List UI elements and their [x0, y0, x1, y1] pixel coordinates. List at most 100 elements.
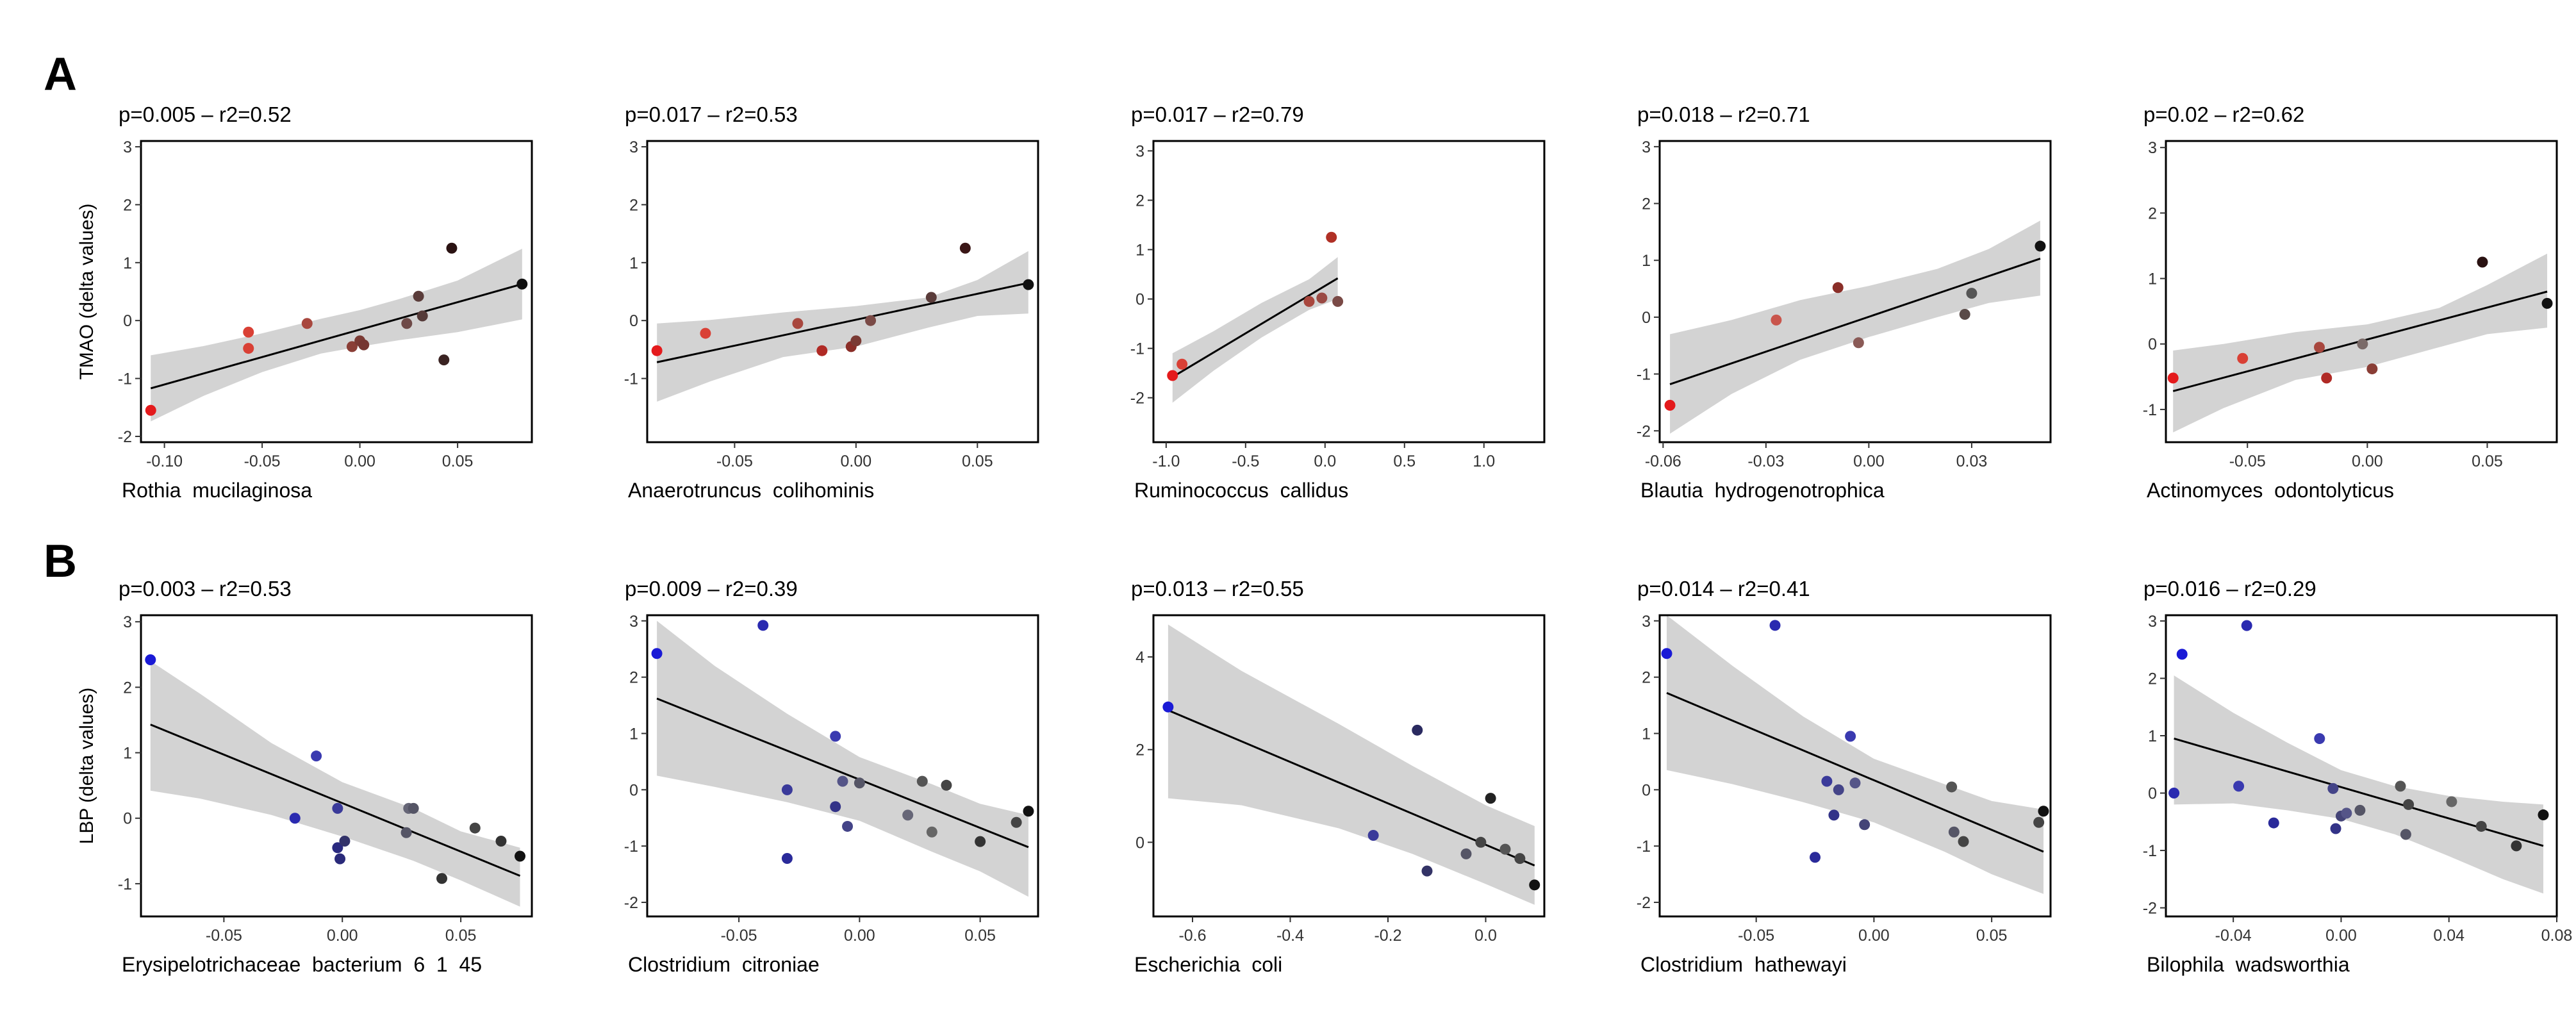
data-point	[1821, 775, 1833, 787]
y-tick-label: 0	[1135, 834, 1144, 852]
x-tick-label: -0.03	[1747, 452, 1784, 470]
x-tick-label: 0.00	[841, 452, 872, 470]
data-point	[1769, 620, 1781, 631]
stat-label: p=0.02 – r2=0.62	[2143, 103, 2304, 126]
x-tick-label: 0.00	[344, 452, 376, 470]
y-tick-label: 2	[629, 669, 638, 687]
data-point	[2268, 817, 2279, 829]
regression-line	[150, 724, 521, 877]
data-point	[346, 341, 358, 352]
data-point	[757, 620, 769, 631]
y-tick-label: 0	[629, 312, 638, 330]
stat-label: p=0.009 – r2=0.39	[625, 577, 798, 600]
x-tick-label: 0.05	[962, 452, 993, 470]
data-point	[2033, 816, 2045, 828]
data-point	[1664, 399, 1676, 411]
data-point	[289, 813, 301, 824]
data-point	[334, 853, 346, 865]
data-point	[400, 827, 412, 838]
data-point	[926, 826, 937, 838]
data-point	[1966, 288, 1977, 299]
data-point	[311, 750, 322, 762]
y-tick-label: 0	[1642, 781, 1651, 799]
x-tick-label: -0.05	[206, 927, 242, 945]
plot-frame	[2165, 140, 2558, 443]
y-tick-label: 3	[1642, 613, 1651, 631]
x-axis-label: Rothia mucilaginosa	[122, 479, 312, 502]
x-tick-label: 0.05	[442, 452, 474, 470]
y-tick-label: 1	[1642, 252, 1651, 270]
x-tick-label: -0.2	[1374, 927, 1401, 945]
data-point	[469, 822, 481, 834]
y-tick-label: 2	[1642, 669, 1651, 687]
data-point	[816, 345, 828, 356]
x-tick-label: 0.00	[2325, 927, 2357, 945]
data-point	[1948, 826, 1960, 838]
data-point	[2403, 799, 2415, 810]
stat-label: p=0.014 – r2=0.41	[1637, 577, 1810, 600]
data-point	[1460, 848, 1472, 859]
plot-frame	[646, 140, 1039, 443]
x-tick-label: 0.05	[2472, 452, 2503, 470]
y-tick-label: 1	[2148, 270, 2157, 288]
y-tick-label: 0	[1642, 309, 1651, 327]
data-point	[1167, 370, 1178, 381]
confidence-band	[1168, 624, 1535, 905]
plot-frame	[2165, 614, 2558, 918]
data-point	[2341, 807, 2352, 819]
data-point	[243, 326, 254, 338]
y-tick-label: 3	[123, 138, 132, 156]
x-tick-label: -0.6	[1178, 927, 1206, 945]
data-point	[243, 343, 254, 354]
x-tick-label: -1.0	[1152, 452, 1180, 470]
x-axis-label: Escherichia coli	[1134, 953, 1282, 976]
data-point	[2035, 240, 2046, 252]
data-point	[837, 775, 848, 787]
data-point	[339, 836, 351, 847]
data-point	[959, 242, 971, 254]
data-point	[1833, 784, 1844, 795]
x-tick-label: 1.0	[1473, 452, 1495, 470]
regression-line	[1168, 709, 1535, 866]
data-point	[2477, 256, 2488, 268]
x-tick-label: 0.05	[445, 927, 477, 945]
x-axis-label: Erysipelotrichaceae bacterium 6 1 45	[122, 953, 482, 976]
data-point	[417, 310, 428, 322]
scatter-panel: p=0.009 – r2=0.39 -2 -1 0 1 2 3 -0.05 0.00 0.05 Cl…	[624, 577, 1039, 976]
data-point	[2233, 781, 2245, 792]
data-point	[925, 292, 937, 303]
y-tick-label: 3	[629, 613, 638, 631]
x-tick-label: 0.5	[1393, 452, 1416, 470]
y-tick-label: -1	[118, 875, 132, 893]
regression-line	[656, 281, 1029, 363]
data-point	[850, 335, 862, 347]
x-tick-label: 0.08	[2541, 927, 2573, 945]
y-tick-label: 2	[1135, 192, 1144, 210]
confidence-band	[151, 249, 522, 422]
x-tick-label: -0.05	[2229, 452, 2266, 470]
y-tick-label: -2	[1637, 422, 1651, 440]
data-point	[1958, 836, 1969, 847]
y-tick-label: 2	[1135, 741, 1144, 759]
data-point	[436, 873, 448, 884]
data-point	[2314, 342, 2325, 353]
data-point	[515, 850, 526, 862]
scatter-panel: p=0.005 – r2=0.52 -2 -1 0 1 2 3 -0.10 -0.05 0.00 0…	[76, 103, 533, 502]
y-tick-label: 3	[2148, 139, 2157, 157]
y-tick-label: 0	[123, 810, 132, 828]
regression-line	[1171, 277, 1339, 378]
y-tick-label: 2	[123, 196, 132, 214]
y-tick-label: -1	[624, 838, 638, 856]
data-point	[651, 345, 663, 356]
plot-frame	[1152, 140, 1546, 443]
x-axis-label: Clostridium hathewayi	[1640, 953, 1847, 976]
scatter-panel: p=0.02 – r2=0.62 -1 0 1 2 3 -0.05 0.00 0.05 Actin…	[2143, 103, 2558, 502]
scatter-panel: p=0.017 – r2=0.53 -1 0 1 2 3 -0.05 0.00 0.05 Anae…	[624, 103, 1039, 502]
regression-line	[656, 697, 1029, 849]
data-point	[842, 820, 854, 832]
data-point	[1316, 292, 1328, 304]
data-point	[2475, 820, 2487, 832]
x-tick-label: 0.00	[1853, 452, 1885, 470]
data-point	[1023, 806, 1034, 817]
